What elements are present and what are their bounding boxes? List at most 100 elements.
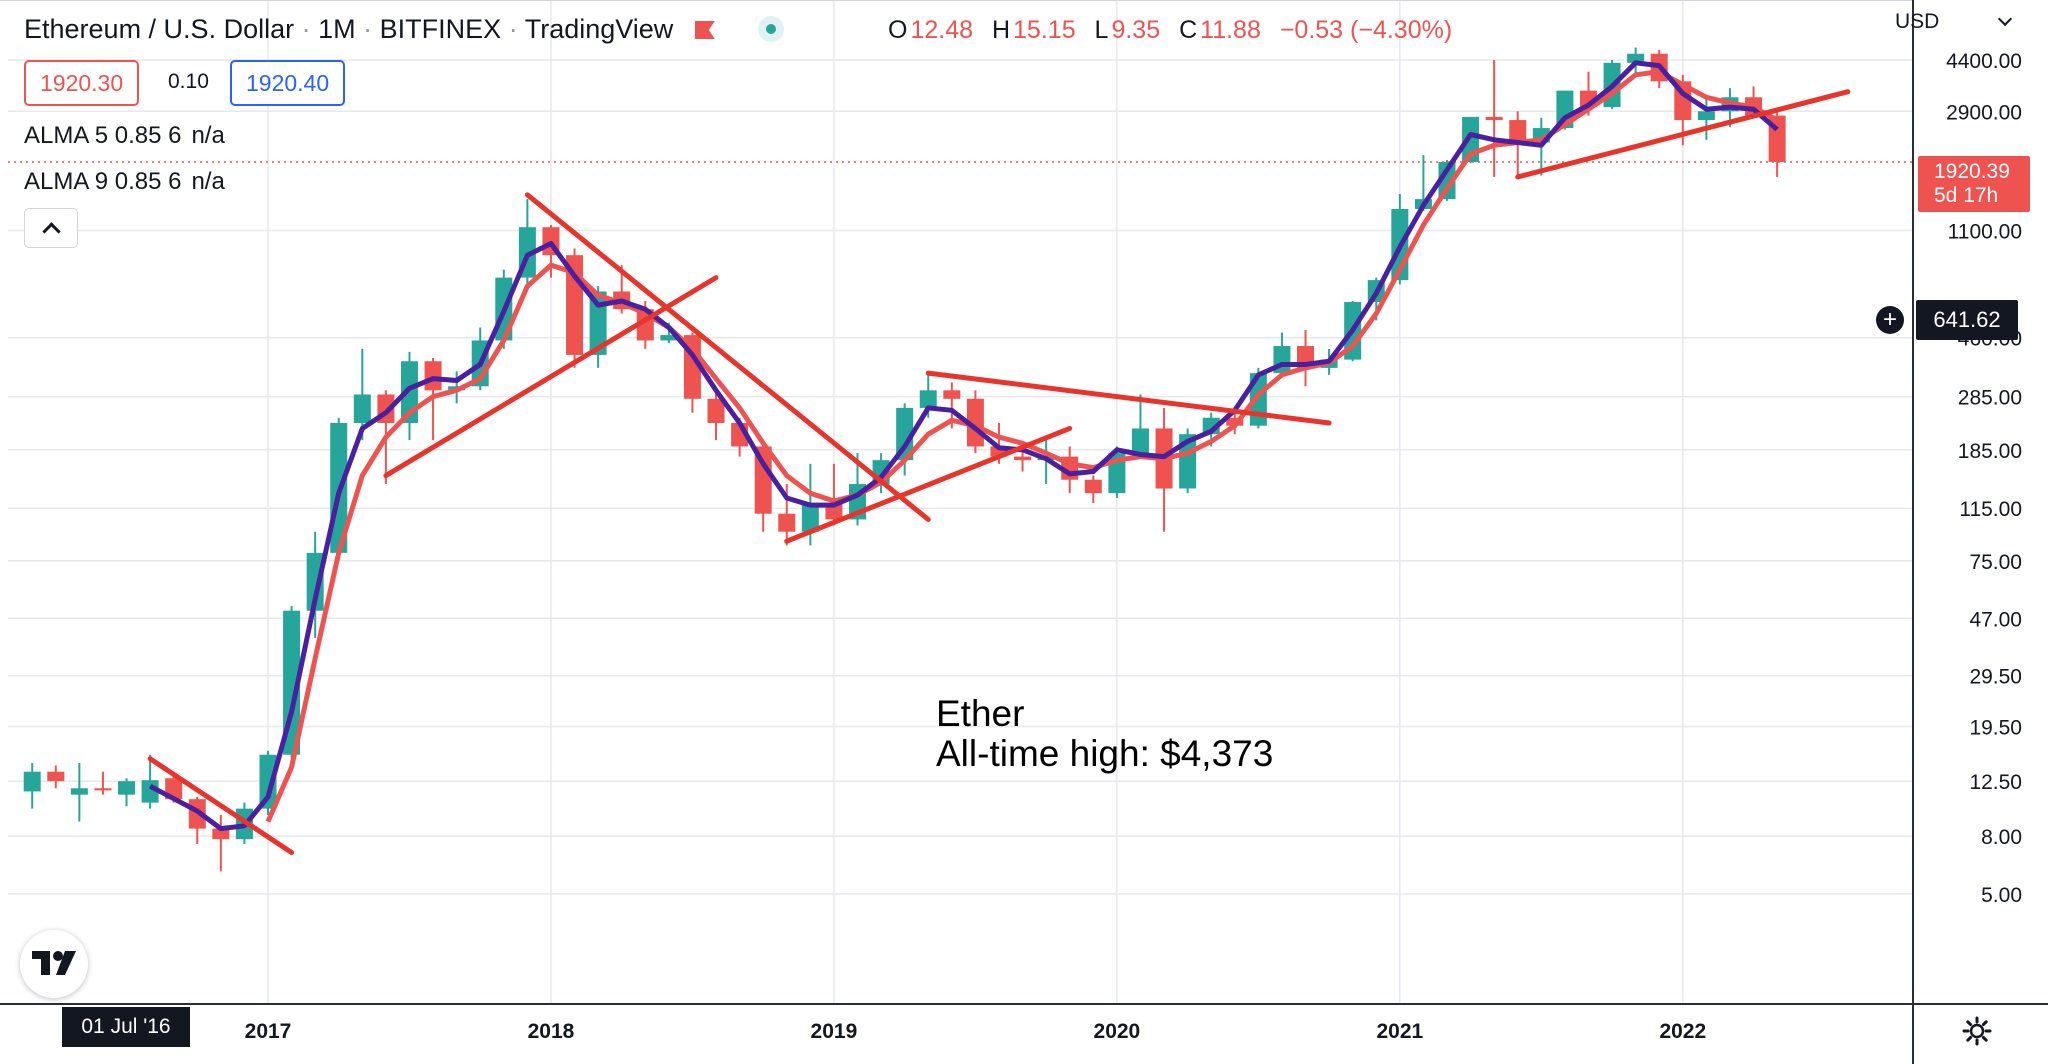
candle-body[interactable] — [589, 291, 607, 355]
study-label: ALMA 5 0.85 6 — [24, 122, 182, 149]
annotation-line-2: All-time high: $4,373 — [936, 733, 1274, 774]
chart-annotation[interactable]: Ether All-time high: $4,373 — [936, 694, 1273, 774]
candle-body[interactable] — [212, 828, 230, 840]
trend-line[interactable] — [1515, 89, 1851, 180]
candle-body[interactable] — [990, 446, 1008, 457]
trend-line[interactable] — [524, 192, 931, 522]
flag-icon[interactable] — [694, 21, 715, 39]
alma5-line[interactable] — [148, 60, 1779, 832]
add-alert-plus-icon[interactable]: + — [1876, 306, 1904, 334]
candle-body[interactable] — [778, 513, 796, 532]
y-tick-label: 2900.00 — [1946, 101, 2022, 124]
candle-body[interactable] — [1556, 90, 1574, 129]
candle-body[interactable] — [1438, 161, 1456, 200]
bar-countdown: 5d 17h — [1934, 184, 1999, 207]
candle-body[interactable] — [660, 335, 678, 341]
legend-separator: · — [508, 14, 518, 44]
open-value: 12.48 — [910, 16, 974, 44]
symbol-legend[interactable]: Ethereum / U.S. Dollar · 1M · BITFINEX ·… — [24, 14, 806, 45]
candle-body[interactable] — [424, 361, 442, 391]
candle-body[interactable] — [1509, 120, 1527, 143]
y-tick-label: 1100.00 — [1948, 221, 2022, 244]
currency-selector[interactable]: USD — [1895, 10, 1940, 33]
crosshair-date-tag: 01 Jul '16 — [62, 1007, 190, 1047]
y-tick-label: 29.50 — [1969, 666, 2022, 689]
candle-body[interactable] — [70, 788, 88, 795]
y-tick-label: 19.50 — [1969, 716, 2022, 739]
tradingview-logo-icon[interactable] — [20, 930, 88, 998]
candle-body[interactable] — [259, 754, 277, 809]
candle-body[interactable] — [754, 446, 772, 514]
open-label: O — [888, 16, 908, 44]
close-value: 11.88 — [1200, 16, 1261, 44]
candle-body[interactable] — [118, 781, 136, 795]
low-value: 9.35 — [1111, 16, 1161, 44]
candle-body[interactable] — [1697, 111, 1715, 121]
interval-label[interactable]: 1M — [318, 14, 356, 44]
candle-body[interactable] — [1485, 116, 1503, 121]
close-label: C — [1179, 16, 1198, 44]
y-tick-label: 115.00 — [1959, 498, 2022, 521]
study-value: n/a — [191, 122, 225, 149]
last-price: 1920.39 — [1934, 160, 2010, 183]
collapse-legend-button[interactable] — [24, 208, 78, 248]
candle-body[interactable] — [943, 390, 961, 399]
study-label: ALMA 9 0.85 6 — [24, 168, 182, 195]
legend-separator: · — [301, 14, 311, 44]
exchange-label: BITFINEX — [379, 14, 502, 44]
candle-body[interactable] — [1627, 53, 1645, 63]
x-tick-label: 2017 — [245, 1020, 292, 1043]
y-tick-label: 8.00 — [1981, 826, 2022, 849]
x-tick-label: 2022 — [1659, 1020, 1706, 1043]
candle-body[interactable] — [707, 398, 725, 423]
trend-line[interactable] — [147, 756, 295, 855]
study-value: n/a — [191, 168, 225, 195]
candle-body[interactable] — [1014, 456, 1032, 461]
spread-value: 0.10 — [168, 70, 209, 93]
y-tick-label: 4400.00 — [1946, 50, 2022, 73]
y-tick-label: 47.00 — [1969, 608, 2022, 631]
sell-price-button[interactable]: 1920.30 — [24, 60, 140, 106]
high-value: 15.15 — [1013, 16, 1076, 44]
candle-body[interactable] — [896, 407, 914, 461]
trend-line[interactable] — [383, 275, 719, 479]
y-tick-label: 5.00 — [1981, 884, 2022, 907]
candle-body[interactable] — [47, 771, 65, 782]
candle-body[interactable] — [306, 552, 324, 611]
trend-line[interactable] — [925, 370, 1332, 426]
last-price-tag: 1920.39 5d 17h — [1918, 156, 2030, 212]
x-tick-label: 2019 — [811, 1020, 858, 1043]
candle-body[interactable] — [353, 394, 371, 423]
legend-separator: · — [363, 14, 373, 44]
y-tick-label: 75.00 — [1969, 551, 2022, 574]
x-tick-label: 2020 — [1094, 1020, 1141, 1043]
change-value: −0.53 (−4.30%) — [1279, 16, 1453, 44]
candle-body[interactable] — [94, 788, 112, 791]
x-tick-label: 2018 — [528, 1020, 575, 1043]
trend-line[interactable] — [784, 425, 1073, 544]
symbol-name[interactable]: Ethereum / U.S. Dollar — [24, 14, 295, 44]
market-status-icon[interactable] — [758, 16, 785, 42]
ohlc-values: O 12.48 H 15.15 L 9.35 C 11.88 −0.53 (−4.30%… — [888, 16, 1464, 45]
study-legend-alma9[interactable]: ALMA 9 0.85 6 n/a — [24, 168, 225, 196]
candle-body[interactable] — [23, 771, 41, 792]
y-tick-label: 285.00 — [1958, 387, 2022, 410]
y-tick-label: 185.00 — [1958, 440, 2022, 463]
y-tick-label: 12.50 — [1969, 771, 2022, 794]
x-tick-label: 2021 — [1376, 1020, 1423, 1043]
crosshair-price-tag: 641.62 — [1916, 300, 2018, 340]
high-label: H — [991, 16, 1011, 44]
study-legend-alma5[interactable]: ALMA 5 0.85 6 n/a — [24, 122, 225, 150]
annotation-line-1: Ether — [936, 693, 1025, 734]
candle-body[interactable] — [1179, 434, 1197, 489]
candle-body[interactable] — [801, 503, 819, 532]
low-label: L — [1094, 16, 1109, 44]
candle-body[interactable] — [1131, 428, 1149, 454]
chart-settings-gear-icon[interactable] — [1962, 1016, 1992, 1046]
buy-price-button[interactable]: 1920.40 — [230, 60, 346, 106]
platform-label: TradingView — [524, 14, 674, 44]
candle-body[interactable] — [919, 390, 937, 408]
candle-body[interactable] — [1084, 479, 1102, 494]
